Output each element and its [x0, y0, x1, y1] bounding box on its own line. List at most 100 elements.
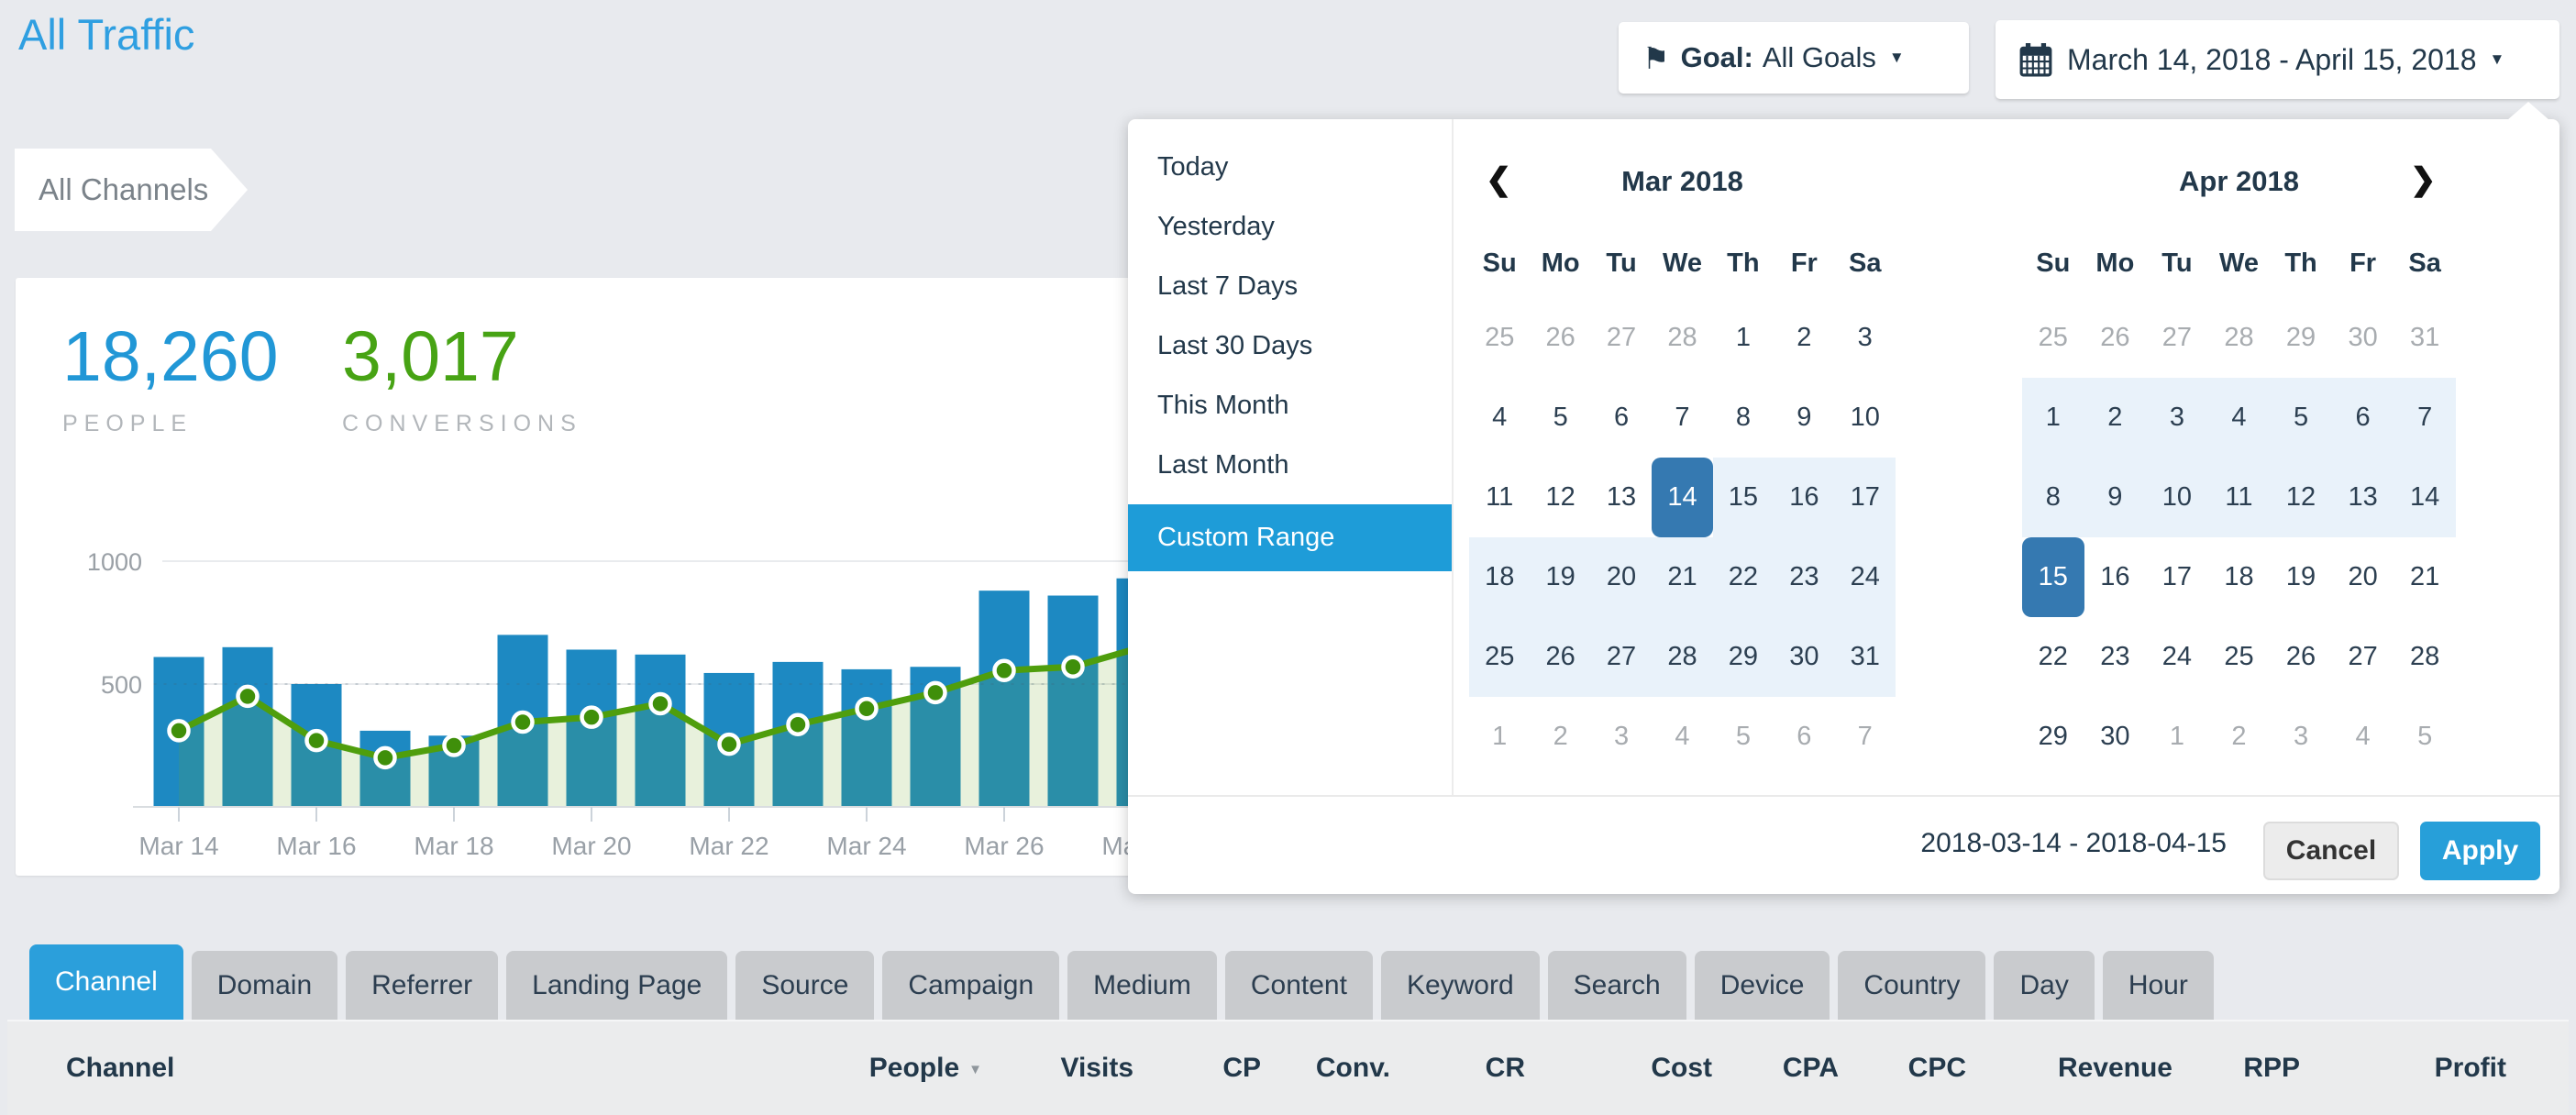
calendar-day[interactable]: 1 — [2022, 378, 2084, 458]
column-header-cr[interactable]: CR — [1390, 1053, 1525, 1084]
calendar-day[interactable]: 1 — [1735, 323, 1751, 352]
calendar-day[interactable]: 14 — [2394, 458, 2456, 537]
tab-domain[interactable]: Domain — [191, 951, 338, 1020]
calendar-day[interactable]: 1 — [2169, 722, 2184, 751]
calendar-day[interactable]: 25 — [1469, 617, 1531, 697]
column-header-cost[interactable]: Cost — [1525, 1053, 1712, 1084]
line-point-mar-17[interactable] — [373, 745, 397, 770]
calendar-day[interactable]: 25 — [2038, 323, 2068, 352]
tab-day[interactable]: Day — [1994, 951, 2095, 1020]
calendar-day[interactable]: 19 — [1530, 537, 1591, 617]
column-header-rpp[interactable]: RPP — [2172, 1053, 2300, 1084]
calendar-day[interactable]: 29 — [2285, 323, 2316, 352]
line-point-mar-16[interactable] — [304, 728, 328, 753]
calendar-day[interactable]: 2 — [2231, 722, 2247, 751]
calendar-day[interactable]: 29 — [2038, 722, 2068, 751]
calendar-day[interactable]: 12 — [2270, 458, 2332, 537]
calendar-day[interactable]: 4 — [1675, 722, 1690, 751]
column-header-cp[interactable]: CP — [1133, 1053, 1261, 1084]
calendar-day[interactable]: 26 — [1530, 617, 1591, 697]
calendar-day-selected[interactable]: 15 — [2022, 537, 2084, 617]
calendar-day[interactable]: 31 — [1834, 617, 1896, 697]
line-point-mar-18[interactable] — [442, 734, 466, 757]
tab-campaign[interactable]: Campaign — [882, 951, 1060, 1020]
line-point-mar-22[interactable] — [717, 732, 741, 756]
line-point-mar-26[interactable] — [992, 658, 1016, 683]
tab-channel[interactable]: Channel — [29, 944, 183, 1020]
preset-item-last-month[interactable]: Last Month — [1157, 450, 1289, 480]
calendar-day[interactable]: 30 — [2348, 323, 2378, 352]
preset-item-last-30-days[interactable]: Last 30 Days — [1157, 331, 1313, 360]
calendar-day[interactable]: 17 — [1834, 458, 1896, 537]
cancel-button[interactable]: Cancel — [2263, 822, 2399, 880]
calendar-day[interactable]: 27 — [1606, 323, 1637, 352]
calendar-day[interactable]: 4 — [1492, 403, 1508, 432]
calendar-day[interactable]: 24 — [2161, 642, 2193, 671]
calendar-day[interactable]: 27 — [1590, 617, 1653, 697]
tab-device[interactable]: Device — [1694, 951, 1830, 1020]
calendar-prev-icon[interactable]: ❮ — [1486, 162, 1512, 197]
calendar-day[interactable]: 30 — [1774, 617, 1835, 697]
tab-search[interactable]: Search — [1547, 951, 1686, 1020]
calendar-day[interactable]: 7 — [1857, 722, 1873, 751]
preset-item-custom-range[interactable]: Custom Range — [1128, 504, 1452, 571]
column-header-visits[interactable]: Visits — [982, 1053, 1134, 1084]
calendar-day[interactable]: 13 — [2331, 458, 2394, 537]
column-header-people[interactable]: People ▼ — [799, 1053, 982, 1084]
calendar-day[interactable]: 3 — [1857, 323, 1873, 352]
calendar-day[interactable]: 31 — [2410, 323, 2440, 352]
bar-mar-27[interactable] — [1047, 595, 1099, 807]
calendar-day[interactable]: 28 — [1667, 323, 1697, 352]
bar-mar-24[interactable] — [841, 668, 892, 807]
calendar-day[interactable]: 10 — [1850, 403, 1880, 432]
calendar-day[interactable]: 4 — [2355, 722, 2371, 751]
column-header-conv-[interactable]: Conv. — [1261, 1053, 1390, 1084]
line-point-mar-20[interactable] — [580, 705, 603, 729]
calendar-day[interactable]: 3 — [2146, 378, 2208, 458]
calendar-day[interactable]: 12 — [1545, 482, 1575, 512]
preset-item-today[interactable]: Today — [1157, 152, 1229, 182]
calendar-day[interactable]: 6 — [1797, 722, 1812, 751]
calendar-day[interactable]: 28 — [2224, 323, 2254, 352]
calendar-day[interactable]: 22 — [1712, 537, 1774, 617]
calendar-day[interactable]: 30 — [2100, 722, 2130, 751]
calendar-day[interactable]: 25 — [2224, 642, 2254, 671]
line-point-mar-14[interactable] — [167, 719, 191, 743]
tab-content[interactable]: Content — [1224, 951, 1373, 1020]
calendar-day[interactable]: 22 — [2038, 642, 2068, 671]
calendar-day[interactable]: 15 — [1712, 458, 1774, 537]
calendar-day[interactable]: 19 — [2285, 562, 2316, 591]
calendar-day[interactable]: 23 — [2100, 642, 2130, 671]
calendar-day[interactable]: 27 — [2348, 642, 2378, 671]
breadcrumb[interactable]: All Channels — [15, 149, 248, 231]
tab-landing-page[interactable]: Landing Page — [506, 951, 728, 1020]
calendar-day[interactable]: 20 — [2348, 562, 2378, 591]
column-header-channel[interactable]: Channel — [66, 1053, 175, 1083]
calendar-day[interactable]: 26 — [2285, 642, 2316, 671]
calendar-day[interactable]: 6 — [2331, 378, 2394, 458]
calendar-day[interactable]: 5 — [2417, 722, 2433, 751]
line-point-mar-25[interactable] — [923, 680, 947, 705]
column-header-cpa[interactable]: CPA — [1712, 1053, 1839, 1084]
apply-button[interactable]: Apply — [2420, 822, 2540, 880]
calendar-day[interactable]: 2 — [1553, 722, 1568, 751]
calendar-day[interactable]: 3 — [1613, 722, 1630, 751]
calendar-day[interactable]: 21 — [1652, 537, 1713, 617]
calendar-day[interactable]: 6 — [1613, 403, 1630, 432]
calendar-day[interactable]: 1 — [1492, 722, 1508, 751]
calendar-day[interactable]: 24 — [1834, 537, 1896, 617]
calendar-day[interactable]: 18 — [2224, 562, 2254, 591]
calendar-day[interactable]: 16 — [2100, 562, 2130, 591]
calendar-day[interactable]: 16 — [1774, 458, 1835, 537]
tab-source[interactable]: Source — [735, 951, 875, 1020]
calendar-day[interactable]: 5 — [2270, 378, 2332, 458]
tab-medium[interactable]: Medium — [1067, 951, 1217, 1020]
line-point-mar-21[interactable] — [648, 691, 672, 716]
calendar-day[interactable]: 13 — [1606, 482, 1637, 512]
date-range-button[interactable]: March 14, 2018 - April 15, 2018 ▼ — [1996, 20, 2559, 99]
calendar-day[interactable]: 7 — [1675, 403, 1690, 432]
line-point-mar-24[interactable] — [855, 697, 879, 721]
tab-country[interactable]: Country — [1838, 951, 1986, 1020]
calendar-day[interactable]: 28 — [1652, 617, 1713, 697]
line-point-mar-19[interactable] — [511, 710, 535, 734]
